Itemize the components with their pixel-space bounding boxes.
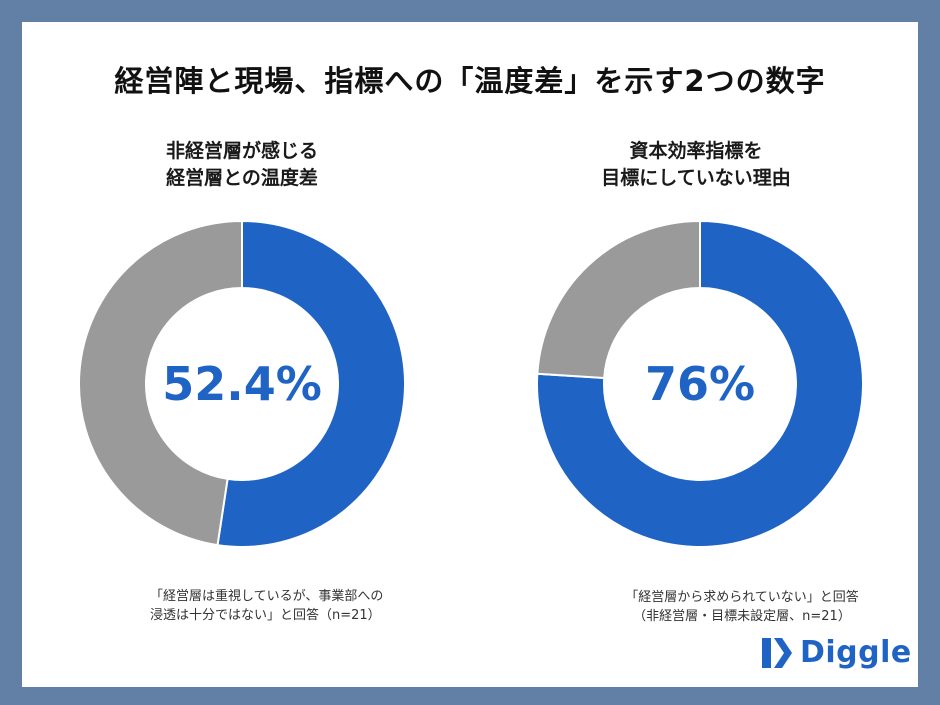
brand-logo: Diggle bbox=[760, 635, 912, 670]
note-left: 「経営層は重視しているが、事業部への 浸透は十分ではない」と回答（n=21） bbox=[150, 587, 450, 625]
donut-chart-left: 52.4% bbox=[78, 219, 406, 548]
chart-title-right-line-1: 資本効率指標を bbox=[629, 140, 763, 162]
center-value-left: 52.4% bbox=[162, 357, 322, 411]
note-right-line-2: （非経営層・目標未設定層、n=21） bbox=[633, 609, 851, 624]
donut-chart-right: 76% bbox=[536, 219, 864, 548]
note-right: 「経営層から求められていない」と回答 （非経営層・目標未設定層、n=21） bbox=[592, 588, 892, 626]
diggle-logo-icon bbox=[762, 637, 792, 668]
chart-title-right: 資本効率指標を 目標にしていない理由 bbox=[526, 138, 866, 192]
brand-logo-text: Diggle bbox=[800, 635, 912, 670]
center-value-right: 76% bbox=[645, 357, 755, 411]
donut-slice-0-1 bbox=[78, 219, 243, 547]
chart-title-left-line-2: 経営層との温度差 bbox=[166, 167, 318, 189]
note-right-line-1: 「経営層から求められていない」と回答 bbox=[625, 590, 859, 605]
chart-title-right-line-2: 目標にしていない理由 bbox=[601, 167, 791, 189]
chart-title-left-line-1: 非経営層が感じる bbox=[165, 140, 318, 162]
infographic-card: 経営陣と現場、指標への「温度差」を示す2つの数字 非経営層が感じる 経営層との温… bbox=[22, 22, 918, 687]
donut-slice-0-0 bbox=[216, 219, 406, 548]
chart-title-left: 非経営層が感じる 経営層との温度差 bbox=[72, 138, 412, 192]
note-left-line-2: 浸透は十分ではない」と回答（n=21） bbox=[150, 608, 381, 623]
donut-slice-1-0 bbox=[536, 219, 864, 548]
main-title: 経営陣と現場、指標への「温度差」を示す2つの数字 bbox=[114, 64, 826, 98]
note-left-line-1: 「経営層は重視しているが、事業部への bbox=[150, 589, 384, 604]
donut-slice-1-1 bbox=[536, 219, 701, 380]
